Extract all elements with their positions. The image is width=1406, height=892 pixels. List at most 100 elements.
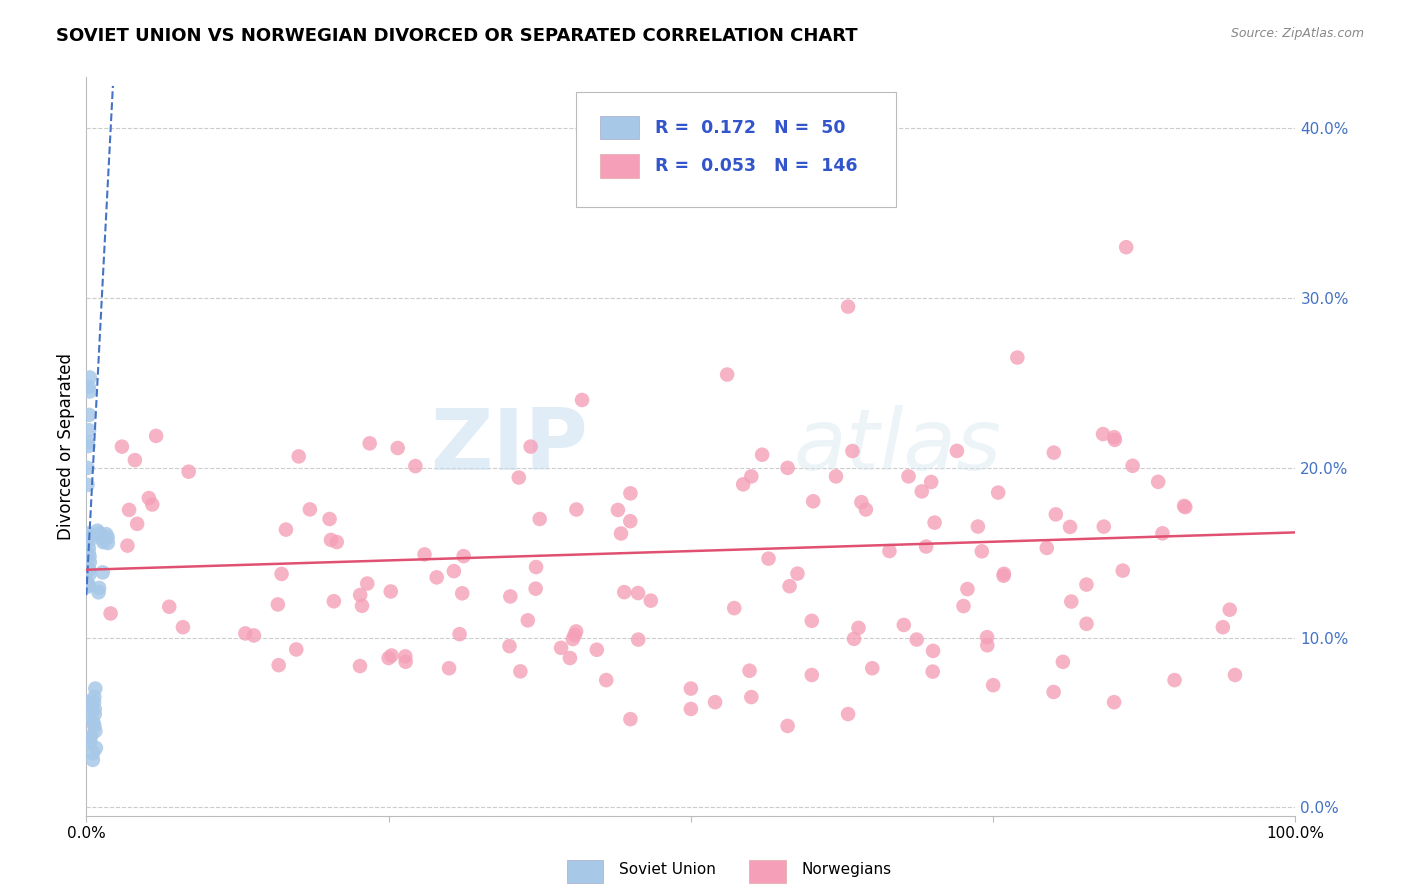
Point: [924, 516, 946, 530]
Point: [1112, 564, 1135, 578]
Point: [89, 526, 111, 541]
Point: [619, 486, 641, 500]
Point: [987, 485, 1010, 500]
Point: [86, 524, 108, 538]
Point: [679, 681, 702, 696]
Point: [267, 598, 290, 612]
Point: [993, 568, 1015, 582]
Point: [124, 453, 146, 467]
Point: [970, 544, 993, 558]
Point: [738, 664, 761, 678]
Point: [91, 532, 114, 546]
Point: [77, 408, 100, 422]
Point: [1060, 594, 1083, 608]
Point: [1152, 526, 1174, 541]
Point: [80, 729, 103, 743]
Point: [640, 593, 662, 607]
Point: [322, 594, 344, 608]
Point: [111, 440, 134, 454]
Point: [83, 702, 105, 716]
Point: [848, 621, 870, 635]
Point: [77, 526, 100, 541]
Point: [627, 586, 650, 600]
Point: [786, 566, 808, 581]
Point: [498, 639, 520, 653]
Point: [1036, 541, 1059, 555]
Point: [426, 570, 449, 584]
Point: [387, 441, 409, 455]
Point: [77, 562, 100, 576]
Point: [779, 579, 801, 593]
Point: [91, 535, 114, 549]
Point: [319, 533, 342, 547]
Point: [801, 494, 824, 508]
Point: [800, 668, 823, 682]
FancyBboxPatch shape: [576, 92, 897, 207]
Point: [1102, 430, 1125, 444]
Point: [911, 484, 934, 499]
Point: [76, 478, 98, 492]
Point: [77, 547, 100, 561]
Point: [318, 512, 340, 526]
Point: [79, 555, 101, 569]
Point: [83, 695, 105, 709]
Point: [326, 535, 349, 549]
Point: [96, 527, 118, 541]
Point: [851, 495, 873, 509]
Point: [1042, 685, 1064, 699]
Point: [1115, 240, 1137, 254]
Point: [627, 632, 650, 647]
Point: [235, 626, 257, 640]
Point: [91, 566, 114, 580]
Point: [83, 719, 105, 733]
Point: [976, 638, 998, 652]
Point: [177, 465, 200, 479]
Point: [561, 632, 583, 646]
Point: [565, 502, 588, 516]
Point: [100, 607, 122, 621]
Point: [87, 585, 110, 599]
Point: [84, 681, 107, 696]
Point: [349, 588, 371, 602]
Point: [79, 736, 101, 750]
Point: [79, 566, 101, 581]
Point: [157, 599, 180, 614]
Point: [1223, 668, 1246, 682]
Point: [356, 576, 378, 591]
Point: [287, 450, 309, 464]
Point: [453, 549, 475, 563]
Y-axis label: Divorced or Separated: Divorced or Separated: [58, 353, 75, 541]
Point: [920, 475, 942, 489]
Point: [83, 690, 105, 704]
Point: [270, 566, 292, 581]
Text: Norwegians: Norwegians: [801, 863, 891, 877]
Point: [1092, 519, 1115, 533]
Point: [84, 724, 107, 739]
Point: [82, 746, 104, 760]
Point: [76, 435, 98, 450]
Point: [118, 503, 141, 517]
Point: [1043, 445, 1066, 459]
Point: [860, 661, 883, 675]
Point: [776, 461, 799, 475]
Point: [524, 560, 547, 574]
Point: [800, 614, 823, 628]
Point: [855, 502, 877, 516]
Point: [79, 698, 101, 713]
Point: [897, 469, 920, 483]
Point: [825, 469, 848, 483]
Point: [841, 444, 863, 458]
Point: [499, 590, 522, 604]
Point: [350, 599, 373, 613]
Point: [1076, 577, 1098, 591]
Point: [564, 628, 586, 642]
Point: [77, 423, 100, 437]
Point: [79, 533, 101, 548]
Point: [606, 503, 628, 517]
Point: [516, 613, 538, 627]
Point: [77, 531, 100, 545]
Point: [83, 707, 105, 722]
Point: [1122, 458, 1144, 473]
Point: [922, 644, 945, 658]
Point: [946, 444, 969, 458]
